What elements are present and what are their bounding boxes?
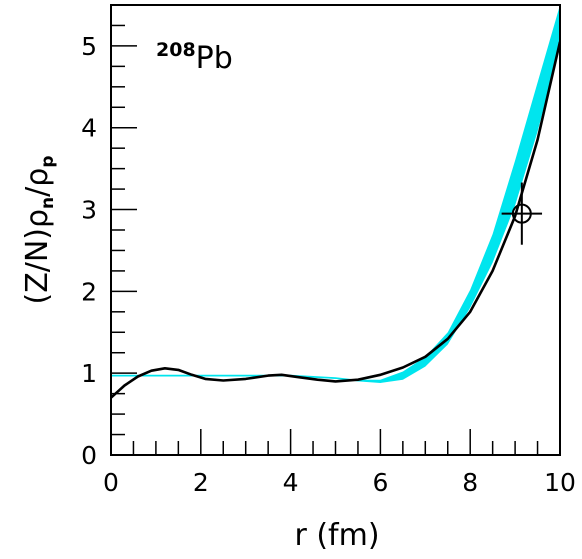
y-tick-label: 3 bbox=[81, 196, 97, 225]
y-tick-label: 0 bbox=[81, 441, 97, 470]
plot-frame bbox=[110, 4, 561, 456]
axis-ticks bbox=[110, 4, 561, 456]
uncertainty-band bbox=[111, 5, 560, 383]
x-tick-label: 0 bbox=[103, 468, 119, 497]
data-point-marker bbox=[511, 203, 532, 224]
error-band-layer bbox=[111, 5, 560, 383]
fit-curve-black bbox=[111, 41, 560, 399]
x-tick-label: 8 bbox=[462, 468, 478, 497]
nucleus-symbol: Pb bbox=[196, 41, 233, 76]
nucleus-annotation: 208Pb bbox=[156, 39, 233, 76]
x-tick-label: 6 bbox=[372, 468, 388, 497]
y-tick-label: 2 bbox=[81, 277, 97, 306]
nucleus-mass-number: 208 bbox=[156, 39, 196, 61]
x-tick-label: 2 bbox=[193, 468, 209, 497]
x-tick-label: 4 bbox=[283, 468, 299, 497]
curve-layer bbox=[111, 21, 560, 399]
y-tick-label: 4 bbox=[81, 114, 97, 143]
y-tick-label: 1 bbox=[81, 359, 97, 388]
y-axis-label: (Z/N)ρn/ρp bbox=[20, 156, 58, 305]
x-axis-label: r (fm) bbox=[294, 518, 379, 553]
data-point-layer bbox=[501, 182, 543, 245]
model-curve-cyan bbox=[111, 21, 560, 383]
x-tick-label: 10 bbox=[544, 468, 576, 497]
plot-frame-rect bbox=[110, 4, 561, 456]
y-tick-label: 5 bbox=[81, 32, 97, 61]
